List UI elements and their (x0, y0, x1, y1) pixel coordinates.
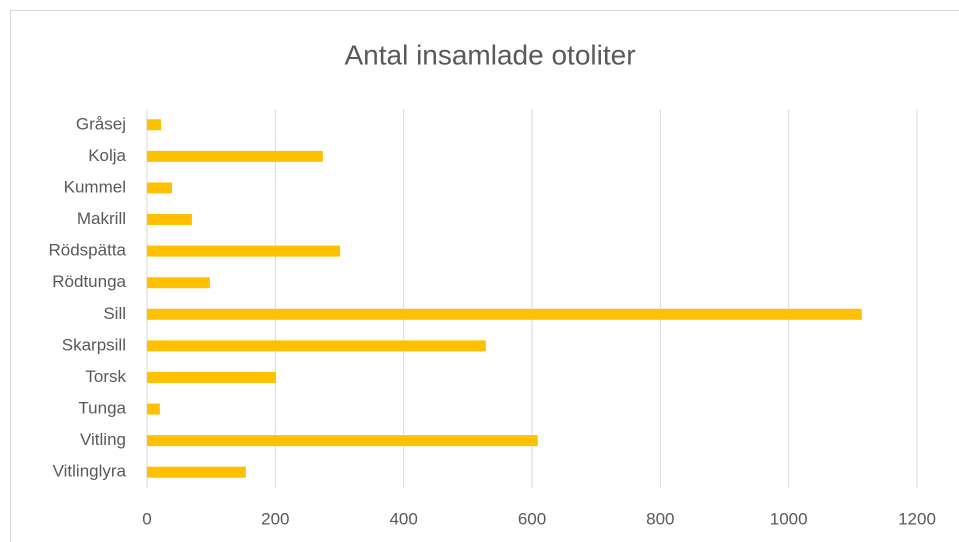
y-tick-label: Skarpsill (62, 335, 126, 354)
bar (147, 119, 162, 131)
bar (147, 371, 276, 383)
y-tick-label: Vitlinglyra (53, 462, 127, 481)
y-tick-label: Sill (103, 304, 126, 323)
y-tick-label: Gråsej (76, 114, 126, 133)
y-tick-label: Rödtunga (52, 272, 126, 291)
chart-frame (10, 10, 959, 542)
x-tick-label: 0 (142, 509, 151, 528)
bar (147, 340, 486, 352)
bar (147, 245, 341, 257)
y-tick-label: Kummel (64, 177, 126, 196)
bar (147, 214, 192, 226)
y-tick-label: Rödspätta (49, 241, 127, 260)
x-tick-label: 1000 (770, 509, 808, 528)
x-tick-label: 200 (261, 509, 289, 528)
bar (147, 277, 210, 289)
x-tick-label: 400 (389, 509, 417, 528)
y-tick-label: Torsk (85, 367, 126, 386)
bar (147, 403, 160, 415)
x-tick-label: 600 (518, 509, 546, 528)
y-tick-label: Makrill (77, 209, 126, 228)
bar (147, 150, 323, 162)
y-tick-label: Tunga (78, 399, 126, 418)
y-tick-label: Vitling (80, 430, 126, 449)
x-tick-label: 800 (646, 509, 674, 528)
bar (147, 466, 246, 478)
bar (147, 435, 538, 447)
chart-title: Antal insamlade otoliter (344, 39, 635, 70)
x-tick-label: 1200 (898, 509, 936, 528)
bar (147, 308, 862, 320)
bar (147, 182, 173, 194)
y-tick-label: Kolja (88, 146, 126, 165)
